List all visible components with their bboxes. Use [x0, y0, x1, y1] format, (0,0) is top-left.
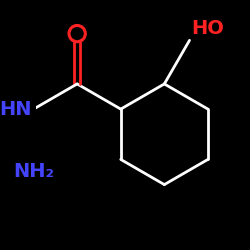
Text: HO: HO	[192, 19, 224, 38]
Circle shape	[70, 27, 84, 40]
Text: NH₂: NH₂	[13, 162, 54, 180]
Text: HN: HN	[0, 100, 32, 118]
